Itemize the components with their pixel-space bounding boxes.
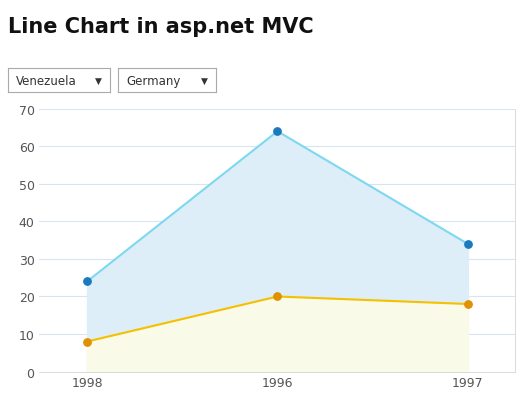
Text: Venezuela: Venezuela xyxy=(16,75,77,88)
Point xyxy=(274,294,282,300)
Point xyxy=(274,128,282,135)
Text: Line Chart in asp.net MVC: Line Chart in asp.net MVC xyxy=(8,17,313,36)
Point xyxy=(83,338,92,345)
Text: Germany: Germany xyxy=(126,75,180,88)
Point xyxy=(464,301,472,308)
Point xyxy=(83,278,92,285)
Text: ▼: ▼ xyxy=(200,77,207,86)
Text: ▼: ▼ xyxy=(95,77,102,86)
Point xyxy=(464,241,472,248)
